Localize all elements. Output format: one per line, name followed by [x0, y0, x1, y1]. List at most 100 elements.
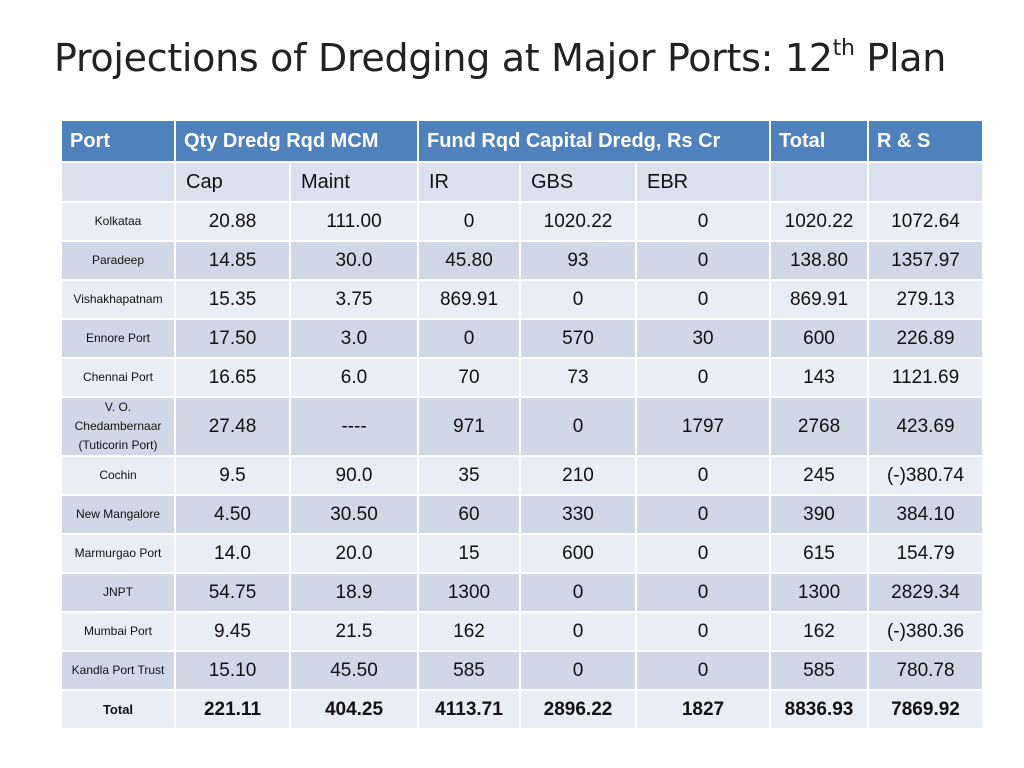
total-ebr-cell: 1827: [634, 689, 772, 730]
port-name-cell: Ennore Port: [60, 318, 176, 359]
total-cell: 1300: [769, 572, 870, 613]
header-total: Total: [769, 119, 870, 163]
total-cell: 143: [769, 357, 870, 398]
total-ir-cell: 4113.71: [417, 689, 521, 730]
rs-cell: 279.13: [867, 279, 985, 320]
port-name-cell: Cochin: [60, 455, 176, 496]
port-name-cell: Vishakhapatnam: [60, 279, 176, 320]
ebr-cell: 30: [634, 318, 772, 359]
cap-cell: 15.10: [174, 650, 291, 691]
table-row: Kandla Port Trust 15.10 45.50 585 0 0 585 780.7…: [60, 650, 985, 691]
rs-cell: (-)380.74: [867, 455, 985, 496]
total-cell: 615: [769, 533, 870, 574]
maint-cell: 18.9: [289, 572, 419, 613]
subheader-ebr: EBR: [634, 161, 772, 203]
gbs-cell: 1020.22: [519, 201, 637, 242]
header-r-and-s: R & S: [867, 119, 985, 163]
ebr-cell: 0: [634, 455, 772, 496]
title-end: Plan: [854, 36, 947, 80]
table-row: Marmurgao Port 14.0 20.0 15 600 0 615 154.79: [60, 533, 985, 574]
rs-cell: 1357.97: [867, 240, 985, 281]
ebr-cell: 0: [634, 357, 772, 398]
header-fund-rqd: Fund Rqd Capital Dredg, Rs Cr: [416, 119, 772, 163]
header-row: Port Qty Dredg Rqd MCM Fund Rqd Capital …: [60, 119, 985, 163]
rs-cell: (-)380.36: [867, 611, 985, 652]
ebr-cell: 0: [634, 494, 772, 535]
cap-cell: 16.65: [174, 357, 291, 398]
ebr-cell: 0: [634, 279, 772, 320]
cap-cell: 17.50: [174, 318, 291, 359]
ebr-cell: 1797: [634, 396, 772, 457]
port-name-cell: V. O. Chedambernaar (Tuticorin Port): [60, 396, 176, 457]
ir-cell: 869.91: [417, 279, 521, 320]
gbs-cell: 73: [519, 357, 637, 398]
maint-cell: 21.5: [289, 611, 419, 652]
port-name-cell: New Mangalore: [60, 494, 176, 535]
header-port: Port: [60, 119, 176, 163]
ir-cell: 70: [417, 357, 521, 398]
cap-cell: 54.75: [174, 572, 291, 613]
ir-cell: 45.80: [417, 240, 521, 281]
maint-cell: ----: [289, 396, 419, 457]
gbs-cell: 330: [519, 494, 637, 535]
ir-cell: 585: [417, 650, 521, 691]
total-cell: 390: [769, 494, 870, 535]
maint-cell: 20.0: [289, 533, 419, 574]
total-cell: 2768: [769, 396, 870, 457]
subheader-row: Cap Maint IR GBS EBR: [60, 161, 985, 203]
subheader-blank-port: [60, 161, 176, 203]
total-cell: 138.80: [769, 240, 870, 281]
port-name-cell: Kandla Port Trust: [60, 650, 176, 691]
maint-cell: 3.0: [289, 318, 419, 359]
table-row: Mumbai Port 9.45 21.5 162 0 0 162 (-)380.36: [60, 611, 985, 652]
subheader-blank-total: [769, 161, 870, 203]
subheader-gbs: GBS: [519, 161, 637, 203]
port-name-cell: Paradeep: [60, 240, 176, 281]
port-name-line: (Tuticorin Port): [78, 438, 158, 452]
rs-cell: 226.89: [867, 318, 985, 359]
subheader-blank-rs: [867, 161, 985, 203]
table-row: JNPT 54.75 18.9 1300 0 0 1300 2829.34: [60, 572, 985, 613]
table-row: Kolkataa 20.88 111.00 0 1020.22 0 1020.22 1072.…: [60, 201, 985, 242]
maint-cell: 3.75: [289, 279, 419, 320]
gbs-cell: 93: [519, 240, 637, 281]
table-row: Cochin 9.5 90.0 35 210 0 245 (-)380.74: [60, 455, 985, 496]
total-row: Total 221.11 404.25 4113.71 2896.22 1827 8836.…: [60, 689, 985, 730]
ir-cell: 1300: [417, 572, 521, 613]
port-name-line: Chedambernaar: [74, 419, 162, 433]
cap-cell: 9.5: [174, 455, 291, 496]
gbs-cell: 0: [519, 650, 637, 691]
maint-cell: 90.0: [289, 455, 419, 496]
maint-cell: 30.50: [289, 494, 419, 535]
ebr-cell: 0: [634, 650, 772, 691]
total-cell: 1020.22: [769, 201, 870, 242]
table-row: Ennore Port 17.50 3.0 0 570 30 600 226.89: [60, 318, 985, 359]
rs-cell: 154.79: [867, 533, 985, 574]
total-cell: 585: [769, 650, 870, 691]
ebr-cell: 0: [634, 201, 772, 242]
gbs-cell: 0: [519, 572, 637, 613]
table-row: Paradeep 14.85 30.0 45.80 93 0 138.80 1357.97: [60, 240, 985, 281]
total-cell: 162: [769, 611, 870, 652]
cap-cell: 4.50: [174, 494, 291, 535]
table-row: Chennai Port 16.65 6.0 70 73 0 143 1121.69: [60, 357, 985, 398]
slide-title: Projections of Dredging at Major Ports: …: [54, 36, 946, 80]
ir-cell: 35: [417, 455, 521, 496]
cap-cell: 9.45: [174, 611, 291, 652]
total-cell: 869.91: [769, 279, 870, 320]
rs-cell: 2829.34: [867, 572, 985, 613]
port-name-cell: JNPT: [60, 572, 176, 613]
ir-cell: 15: [417, 533, 521, 574]
maint-cell: 111.00: [289, 201, 419, 242]
header-qty-dredg: Qty Dredg Rqd MCM: [174, 119, 419, 163]
gbs-cell: 210: [519, 455, 637, 496]
total-maint-cell: 404.25: [289, 689, 419, 730]
cap-cell: 15.35: [174, 279, 291, 320]
port-name-cell: Chennai Port: [60, 357, 176, 398]
cap-cell: 14.0: [174, 533, 291, 574]
total-cell: 245: [769, 455, 870, 496]
total-gbs-cell: 2896.22: [519, 689, 637, 730]
gbs-cell: 0: [519, 611, 637, 652]
gbs-cell: 0: [519, 396, 637, 457]
ebr-cell: 0: [634, 572, 772, 613]
